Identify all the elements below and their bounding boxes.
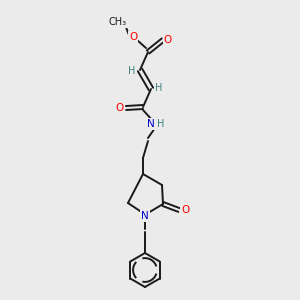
Text: O: O	[164, 35, 172, 45]
Text: H: H	[155, 83, 163, 93]
Text: H: H	[157, 119, 165, 129]
Text: O: O	[116, 103, 124, 113]
Text: N: N	[141, 211, 149, 221]
Text: CH₃: CH₃	[109, 17, 127, 27]
Text: H: H	[128, 66, 136, 76]
Text: O: O	[129, 32, 137, 42]
Text: O: O	[181, 205, 189, 215]
Text: N: N	[147, 119, 155, 129]
